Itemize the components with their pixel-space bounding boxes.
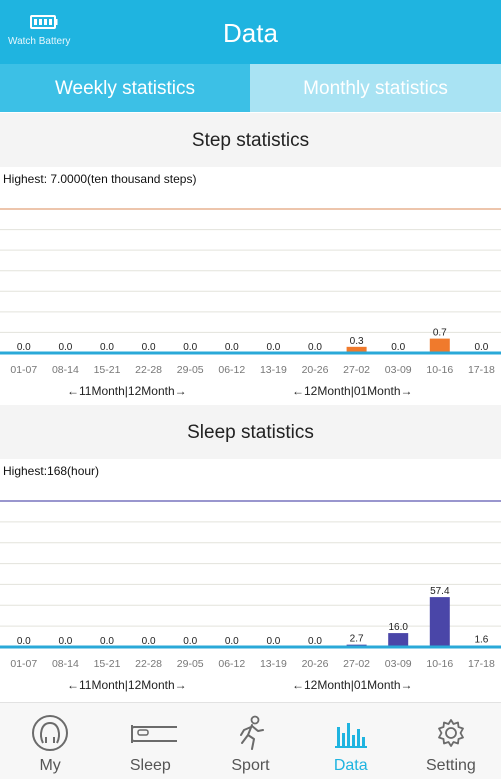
sleep-x-tick-label: 03-09 (385, 658, 412, 670)
step-value-label: 0.0 (58, 342, 72, 353)
sleep-x-tick-label: 10-16 (426, 658, 453, 670)
sleep-value-label: 16.0 (388, 622, 408, 633)
step-value-label: 0.0 (474, 342, 488, 353)
running-icon (239, 715, 264, 750)
nav-item-data[interactable]: Data (301, 703, 401, 779)
sleep-value-label: 1.6 (474, 635, 488, 646)
step-value-label: 0.0 (225, 342, 239, 353)
step-range-right: ←12Month|01Month→ (292, 384, 413, 398)
step-x-tick-label: 17-18 (468, 364, 495, 376)
step-month-range-row: ←11Month|12Month→ ←12Month|01Month→ (0, 384, 501, 400)
nav-item-my[interactable]: My (0, 703, 100, 779)
sleep-value-label: 0.0 (142, 636, 156, 647)
sleep-value-label: 0.0 (58, 636, 72, 647)
step-x-tick-label: 20-26 (302, 364, 329, 376)
sleep-x-tick-label: 06-12 (218, 658, 245, 670)
step-statistics-title: Step statistics (0, 113, 501, 167)
sleep-x-tick-label: 17-18 (468, 658, 495, 670)
step-value-label: 0.0 (308, 342, 322, 353)
sleep-bar (429, 597, 450, 647)
watch-battery[interactable]: Watch Battery (8, 12, 88, 52)
sleep-value-label: 2.7 (350, 634, 364, 645)
sleep-range-left: ←11Month|12Month→ (67, 678, 187, 692)
sleep-range-right: ←12Month|01Month→ (292, 678, 413, 692)
sleep-statistics-title: Sleep statistics (0, 405, 501, 459)
tab-monthly-statistics[interactable]: Monthly statistics (250, 64, 501, 112)
step-highest-label: Highest: 7.0000(ten thousand steps) (3, 172, 197, 186)
sleep-x-tick-label: 20-26 (302, 658, 329, 670)
step-bar (346, 346, 367, 353)
bed-icon (131, 725, 178, 743)
step-value-label: 0.0 (100, 342, 114, 353)
step-range-left: ←11Month|12Month→ (67, 384, 187, 398)
sleep-value-label: 0.0 (266, 636, 280, 647)
nav-item-sleep[interactable]: Sleep (100, 703, 200, 779)
step-x-tick-label: 08-14 (52, 364, 79, 376)
battery-icon (30, 15, 58, 29)
sleep-value-label: 57.4 (430, 586, 450, 597)
period-tabs: Weekly statistics Monthly statistics (0, 64, 501, 112)
bottom-navigation: My Sleep Sport Data Se (0, 702, 501, 779)
sleep-chart: 0.0 01-07 0.0 08-14 0.0 15-21 0.0 22-28 0.0 29-05… (0, 500, 501, 670)
step-x-tick-label: 22-28 (135, 364, 162, 376)
sleep-chart-panel: Highest:168(hour) 0.0 01-07 0.0 08-14 0.0 15-… (0, 459, 501, 697)
step-x-tick-label: 03-09 (385, 364, 412, 376)
page-title: Data (223, 18, 278, 48)
sleep-x-tick-label: 15-21 (94, 658, 121, 670)
step-chart-panel: Highest: 7.0000(ten thousand steps) 0.0 0… (0, 167, 501, 403)
step-bar (429, 338, 450, 353)
sleep-value-label: 0.0 (17, 636, 31, 647)
sleep-value-label: 0.0 (308, 636, 322, 647)
sleep-x-tick-label: 29-05 (177, 658, 204, 670)
sleep-bar (388, 633, 409, 647)
step-value-label: 0.0 (391, 342, 405, 353)
step-value-label: 0.0 (142, 342, 156, 353)
step-x-tick-label: 06-12 (218, 364, 245, 376)
sleep-value-label: 0.0 (225, 636, 239, 647)
sleep-x-tick-label: 22-28 (135, 658, 162, 670)
step-value-label: 0.7 (433, 328, 447, 339)
nav-label-sleep: Sleep (129, 757, 171, 774)
sleep-x-tick-label: 08-14 (52, 658, 79, 670)
app-header: Watch Battery Data (0, 0, 501, 64)
step-value-label: 0.0 (183, 342, 197, 353)
tab-weekly-statistics[interactable]: Weekly statistics (0, 64, 250, 112)
sleep-month-range-row: ←11Month|12Month→ ←12Month|01Month→ (0, 678, 501, 694)
person-icon (32, 715, 69, 751)
step-x-tick-label: 01-07 (10, 364, 37, 376)
nav-label-sport: Sport (231, 757, 270, 774)
step-value-label: 0.0 (17, 342, 31, 353)
step-x-tick-label: 15-21 (94, 364, 121, 376)
nav-label-data: Data (333, 757, 368, 774)
step-x-tick-label: 10-16 (426, 364, 453, 376)
step-value-label: 0.3 (350, 336, 364, 347)
step-x-tick-label: 29-05 (177, 364, 204, 376)
gear-icon (438, 719, 464, 747)
bar-chart-icon (334, 723, 367, 748)
step-x-tick-label: 27-02 (343, 364, 370, 376)
sleep-highest-label: Highest:168(hour) (3, 464, 100, 478)
sleep-value-label: 0.0 (183, 636, 197, 647)
step-value-label: 0.0 (266, 342, 280, 353)
nav-item-setting[interactable]: Setting (401, 703, 501, 779)
sleep-x-tick-label: 27-02 (343, 658, 370, 670)
sleep-x-tick-label: 13-19 (260, 658, 287, 670)
sleep-value-label: 0.0 (100, 636, 114, 647)
battery-label: Watch Battery (8, 36, 71, 47)
sleep-x-tick-label: 01-07 (10, 658, 37, 670)
nav-label-setting: Setting (426, 757, 476, 774)
step-chart: 0.0 01-07 0.0 08-14 0.0 15-21 0.0 22-28 0.0 29-05… (0, 208, 501, 376)
nav-label-my: My (39, 757, 61, 774)
step-x-tick-label: 13-19 (260, 364, 287, 376)
nav-item-sport[interactable]: Sport (200, 703, 300, 779)
